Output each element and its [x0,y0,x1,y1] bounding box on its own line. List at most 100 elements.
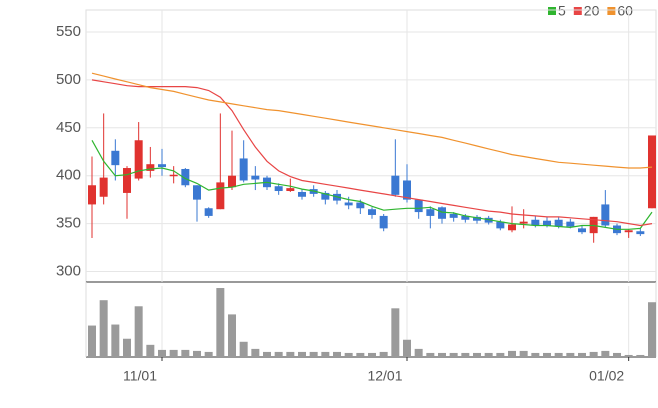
legend-label: 5 [558,3,566,19]
candle-body [624,230,633,233]
volume-bar [193,350,201,357]
x-tick-label: 01/02 [589,368,624,384]
legend-swatch [607,7,616,15]
candle-body [508,224,516,231]
volume-bar [566,352,575,357]
price-panel [85,9,657,283]
y-tick-label: 350 [56,215,81,232]
candle-body [274,186,283,192]
volume-bar [613,352,621,357]
volume-bar [438,352,446,357]
legend-swatch [548,7,556,15]
legend-label: 60 [617,3,633,19]
volume-bar [309,351,318,357]
candle-body [391,175,400,195]
volume-bar [508,350,516,357]
volume-bar [134,306,143,357]
candle-body [298,191,306,197]
ma-line [91,79,653,227]
candle-body [134,140,143,179]
candle-body [461,215,470,220]
candle-body [403,180,411,200]
volume-bar [158,349,166,357]
volume-bar [554,352,563,357]
ma-line [91,72,653,169]
candle-body [88,185,96,205]
candle-body [519,221,528,224]
volume-bar [449,352,458,357]
volume-bar [99,300,108,357]
volume-bar [519,350,528,357]
volume-bar [496,352,505,357]
volume-bar [123,338,131,357]
volume-bar [484,352,493,357]
candle-body [251,175,260,180]
volume-bar [473,352,481,357]
volume-bar [333,351,341,357]
candle-body [146,164,155,171]
candle-body [438,207,446,219]
y-tick-label: 450 [56,119,81,136]
candle-body [449,214,458,218]
volume-bar [251,348,260,357]
candle-body [473,216,481,221]
volume-bar [88,325,96,357]
legend-label: 20 [584,3,600,19]
candle-body [648,135,656,209]
candle-body [321,192,330,200]
y-tick-label: 500 [56,71,81,88]
volume-bar [216,288,225,357]
x-tick-label: 11/01 [123,368,157,384]
volume-bar [239,341,248,357]
x-tick-label: 12/01 [367,368,402,384]
candle-body [368,209,376,215]
candle-body [356,202,365,209]
volume-bar [531,352,540,357]
volume-bar [321,351,330,357]
candle-body [239,158,248,181]
candle-body [496,221,505,229]
candle-body [123,168,131,193]
legend-swatch [573,7,582,15]
candle-body [228,175,236,188]
ma-line [91,140,653,230]
candle-body [566,221,575,227]
candle-body [216,182,225,210]
candle-body [181,168,190,186]
volume-bar [379,351,388,357]
candle-body [169,174,178,177]
y-tick-label: 400 [56,167,81,184]
legend: 5 20 60 [548,3,633,19]
candle-body [426,209,435,216]
volume-bar [636,354,645,357]
volume-bar [169,349,178,357]
volume-bar [228,314,236,357]
candle-body [111,150,120,166]
candle-body [414,199,423,213]
candle-body [158,164,166,168]
volume-bar [601,350,610,357]
candle-body [193,185,201,200]
candle-body [286,188,295,192]
volume-bar [298,351,306,357]
volume-bar [391,308,400,357]
candle-body [379,215,388,229]
volume-bar [426,352,435,357]
volume-bar [356,352,365,357]
volume-bar [111,324,120,357]
candle-body [578,228,586,233]
y-tick-label: 300 [56,262,81,279]
volume-bar [204,351,213,357]
candle-body [531,219,540,226]
volume-bar [181,349,190,357]
volume-bar [146,344,155,357]
volume-bar [624,354,633,357]
volume-bar [368,352,376,357]
y-tick-label: 550 [56,23,81,40]
volume-bar [274,351,283,357]
volume-bar [263,351,271,357]
candle-body [543,220,551,226]
volume-bar [543,352,551,357]
candle-body [554,219,563,227]
